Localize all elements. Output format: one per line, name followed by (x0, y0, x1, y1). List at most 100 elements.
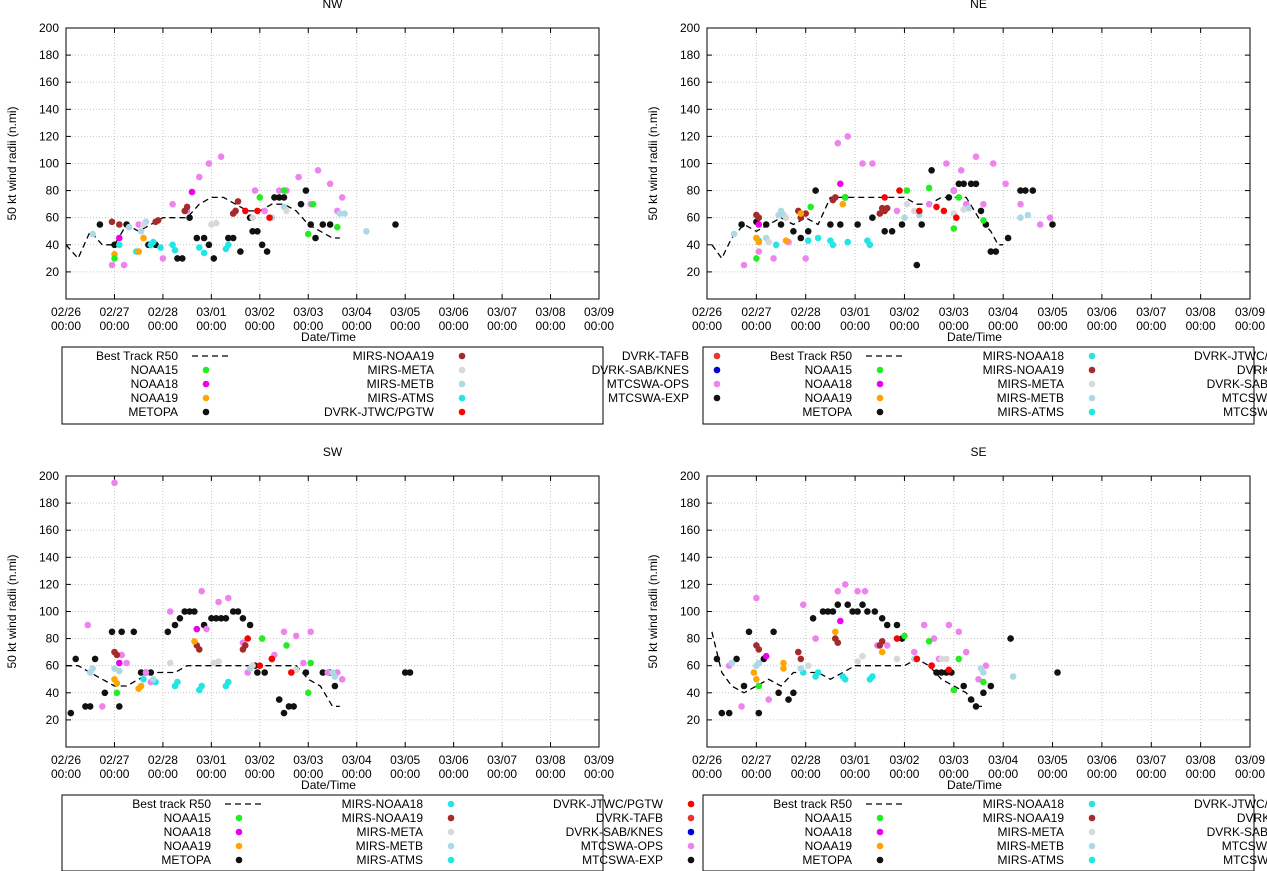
data-point (837, 221, 844, 228)
tick-label-x-date: 03/07 (1136, 305, 1166, 319)
tick-label-x-time: 00:00 (487, 319, 517, 333)
tick-label-y: 60 (687, 211, 701, 225)
data-point (812, 635, 819, 642)
legend-label: DVRK-JTWC/PGTW (1194, 349, 1267, 363)
data-point (977, 207, 985, 215)
data-point (955, 194, 963, 201)
tick-label-x-time: 00:00 (1235, 319, 1265, 333)
tick-label-x-time: 00:00 (148, 319, 178, 333)
chart-title: SE (970, 445, 986, 459)
data-point (928, 662, 935, 669)
data-point (300, 659, 307, 667)
tick-label-x-date: 03/09 (1235, 305, 1265, 319)
legend-label: MTCSWA-OPS (1222, 839, 1267, 853)
data-point (123, 659, 130, 667)
data-point (237, 248, 244, 255)
legend-label: NOAA19 (131, 391, 179, 405)
data-point (140, 676, 147, 683)
tick-label-y: 20 (687, 713, 701, 727)
tick-label-y: 200 (680, 21, 700, 35)
legend-marker (447, 842, 455, 850)
data-point (113, 680, 121, 687)
data-point (883, 204, 891, 212)
legend-label: DVRK-SAB/KNES (1207, 825, 1267, 839)
x-axis-label: Date/Time (947, 330, 1002, 344)
legend-marker (876, 408, 884, 416)
data-point (933, 203, 940, 211)
tick-label-x-time: 00:00 (939, 767, 969, 781)
data-point (819, 608, 827, 615)
legend-label: METOPA (161, 853, 211, 867)
data-point (174, 678, 181, 686)
data-point (326, 180, 334, 188)
data-point (829, 241, 837, 249)
plot-frame (65, 475, 600, 748)
tick-label-y: 20 (687, 265, 701, 279)
legend-label: Best track R50 (132, 797, 211, 811)
legend-label: MTCSWA-OPS (581, 839, 663, 853)
series-dvrk-jtwc-pgtw (244, 635, 295, 676)
data-point (785, 696, 792, 703)
legend-label: NOAA19 (164, 839, 212, 853)
series-mtcswa-ops (725, 581, 990, 710)
data-point (790, 689, 797, 697)
data-point (883, 642, 891, 649)
legend-box (702, 346, 1255, 425)
tick-label-x-date: 03/08 (1186, 753, 1216, 767)
data-point (341, 210, 348, 217)
data-point (987, 248, 995, 255)
tick-label-y: 120 (680, 129, 700, 143)
tick-label-x-date: 03/03 (293, 753, 323, 767)
data-point (251, 187, 259, 194)
series-metopa (713, 601, 1061, 717)
data-point (755, 248, 763, 255)
data-point (234, 608, 242, 615)
data-point (137, 669, 145, 676)
data-point (992, 248, 1000, 255)
tick-label-x-time: 00:00 (840, 319, 870, 333)
data-point (832, 628, 839, 636)
data-point (962, 648, 970, 656)
series-mtcswa-ops (740, 133, 1054, 269)
data-point (140, 221, 147, 228)
data-point (166, 659, 174, 667)
legend-label: NOAA18 (164, 825, 212, 839)
tick-label-x-time: 00:00 (536, 767, 566, 781)
series-mirs-atms (755, 234, 874, 249)
legend-marker (447, 856, 455, 864)
series-mirs-atms (140, 676, 232, 694)
legend-label: DVRK-SAB/KNES (1207, 377, 1267, 391)
tick-label-x-time: 00:00 (342, 767, 372, 781)
data-point (953, 214, 960, 221)
tick-label-y: 100 (680, 605, 700, 619)
data-point (802, 255, 809, 262)
data-point (196, 173, 203, 181)
legend-marker (1088, 352, 1096, 360)
legend-marker (235, 856, 243, 864)
tick-label-y: 100 (39, 157, 59, 171)
tick-label-x-date: 02/28 (148, 753, 178, 767)
data-point (159, 255, 167, 262)
data-point (149, 238, 157, 246)
data-point (980, 200, 987, 208)
legend-label: MIRS-NOAA19 (983, 811, 1065, 825)
data-point (928, 167, 935, 174)
data-point (841, 194, 849, 201)
data-point (268, 655, 276, 663)
data-point (945, 666, 953, 674)
data-point (113, 689, 121, 697)
data-point (191, 638, 198, 645)
tick-label-x-date: 03/05 (1038, 305, 1068, 319)
data-point (878, 648, 886, 656)
legend-marker (876, 842, 884, 850)
data-point (176, 615, 184, 622)
data-point (804, 228, 812, 235)
data-point (149, 676, 157, 683)
tick-label-x-date: 03/08 (536, 753, 566, 767)
tick-label-x-date: 02/28 (791, 753, 821, 767)
legend-marker (1088, 800, 1096, 808)
data-point (782, 237, 790, 244)
data-point (200, 249, 208, 257)
series-mirs-meta (166, 658, 300, 674)
legend-marker (687, 814, 695, 822)
